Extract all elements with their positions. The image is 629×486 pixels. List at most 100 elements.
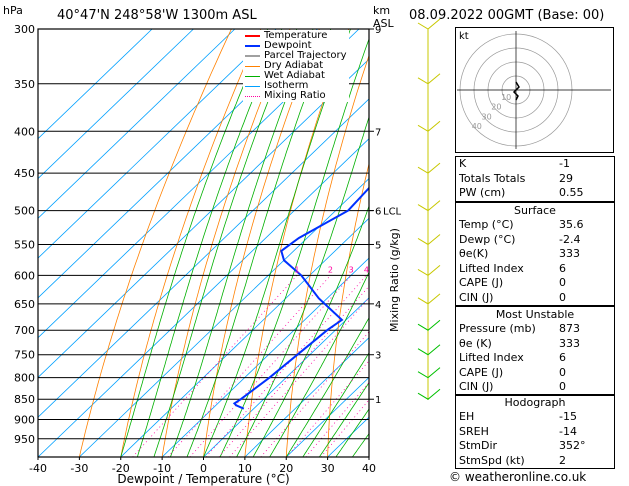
unstable-value: 6 [559,351,566,364]
surface-row: CAPE (J) 0 [456,276,614,291]
legend-item-mixing-ratio: Mixing Ratio [245,91,347,101]
legend-item-temperature: Temperature [245,31,347,41]
index-label: Totals Totals [459,171,526,185]
mixing-ratio-label: 1 [294,265,299,274]
pressure-tick-label: 500 [14,205,35,218]
isotherm-line [79,177,369,457]
surface-table: Surface Temp (°C) 35.6 Dewp (°C) -2.4 θe(K… [455,202,615,306]
hodograph-table: Hodograph EH -15 SREH -14 StmDir 352° StmSp… [455,394,615,469]
index-value: 0.55 [559,186,584,199]
temp-tick-label: -40 [29,462,47,475]
x-axis-label: Dewpoint / Temperature (°C) [117,472,289,486]
km-label: 5 [375,240,381,251]
wind-barb [417,73,441,85]
isotherm-line [368,456,369,457]
wet-adiabat-line [302,352,369,457]
copyright-footer: © weatheronline.co.uk [449,470,587,484]
legend: Temperature Dewpoint Parcel Trajectory D… [243,30,349,102]
hodo-value: -15 [559,410,577,423]
mixing-ratio-line [218,285,369,457]
unstable-row: CIN (J) 0 [456,380,614,395]
legend-label: Temperature [264,30,328,41]
mixing-ratio-line [305,381,369,457]
surface-label: Temp (°C) [459,218,514,231]
unstable-row: θe (K) 333 [456,337,614,352]
surface-row: θe(K) 333 [456,247,614,262]
unstable-value: 0 [559,365,566,379]
km-label: 1 [375,395,381,406]
isotherm-line [38,29,194,180]
skewt-chart: 1 2 3 4300350400450500550600650700750800850… [14,18,455,486]
surface-label: CAPE (J) [459,276,504,289]
mixing-ratio-line [167,275,331,457]
unstable-label: CAPE (J) [459,365,504,379]
wind-barb [417,319,441,331]
km-label: 6 [375,207,381,218]
unstable-label: θe (K) [459,336,492,350]
surface-row: Lifted Index 6 [456,262,614,277]
pressure-tick-label: 850 [14,393,35,406]
wind-barb [417,293,441,305]
surface-value: -2.4 [559,232,581,246]
wind-barb [417,120,441,132]
wind-barb [417,344,441,356]
series-temperature [398,29,455,409]
pressure-tick-label: 950 [14,433,35,446]
series-dewpoint [232,186,369,410]
legend-item-wet-adiabat: Wet Adiabat [245,71,347,81]
hodograph-trace [512,81,520,101]
km-label: 4 [375,300,381,311]
wet-adiabat-line [352,432,369,457]
temp-tick-label: 30 [321,462,335,475]
isotherm-line [161,257,369,457]
surface-label: Lifted Index [459,261,524,275]
temp-tick-label: -20 [112,462,130,475]
index-row: PW (cm) 0.55 [456,186,614,201]
km-label: 7 [375,127,381,138]
mixing-ratio-line [229,297,369,457]
pressure-tick-label: 750 [14,349,35,362]
hodo-label: StmDir [459,439,498,452]
wind-barb [417,234,441,246]
unstable-value: 0 [559,380,566,393]
wind-barb [417,367,441,379]
surface-value: 35.6 [559,218,584,231]
temp-tick-label: 10 [238,462,252,475]
legend-item-dry-adiabat: Dry Adiabat [245,61,347,71]
temp-tick-label: -10 [153,462,171,475]
hodo-row: EH -15 [456,410,614,425]
mixing-ratio-line [205,275,367,457]
indices-table: K -1 Totals Totals 29 PW (cm) 0.55 [455,156,615,202]
unstable-value: 873 [559,322,580,335]
index-row: K -1 [456,157,614,172]
legend-item-isotherm: Isotherm [245,81,347,91]
surface-value: 0 [559,276,566,289]
wind-barb [417,162,441,174]
legend-item-dewpoint: Dewpoint [245,41,347,51]
hodograph-ring-label: 10 [501,93,511,102]
surface-label: CIN (J) [459,290,494,304]
dry-adiabat-line [79,29,232,457]
hpa-label: hPa [3,4,23,17]
mixing-ratio-label: 2 [328,265,333,274]
unstable-row: Lifted Index 6 [456,351,614,366]
isotherm-line [203,297,369,457]
wind-barbs [417,18,441,400]
index-row: Totals Totals 29 [456,172,614,187]
hodo-value: 352° [559,439,586,452]
surface-label: Dewp (°C) [459,232,516,246]
asl-label: ASL [373,17,394,30]
axes: 1 2 3 4300350400450500550600650700750800850… [14,23,402,486]
temp-tick-label: 40 [362,462,376,475]
hodo-value: -14 [559,424,577,438]
wind-barb [417,265,441,277]
datetime-title: 08.09.2022 00GMT (Base: 00) [409,8,605,23]
isotherm-line [38,29,277,259]
index-value: 29 [559,171,573,185]
mixing-ratio-line [189,275,352,457]
wet-adiabat-line [285,317,369,457]
wind-barb [417,18,441,30]
hodograph-ring-label: 40 [472,122,482,131]
unstable-label: Lifted Index [459,351,524,364]
